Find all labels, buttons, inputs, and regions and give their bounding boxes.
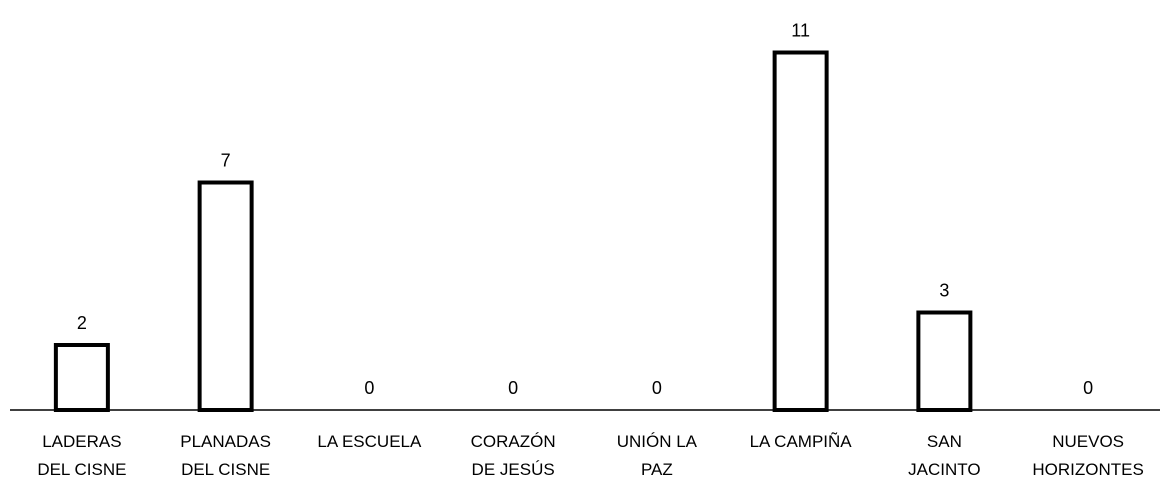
value-label: 0	[1083, 378, 1093, 398]
value-label: 0	[508, 378, 518, 398]
value-label: 0	[652, 378, 662, 398]
x-tick-label: NUEVOS HORIZONTES	[1032, 432, 1144, 479]
value-label: 7	[221, 151, 231, 171]
x-tick-label: SAN JACINTO	[908, 432, 981, 479]
bar	[53, 343, 110, 412]
x-tick-label: LADERAS DEL CISNE	[37, 432, 127, 479]
x-tick-label: UNIÓN LA PAZ	[616, 432, 698, 479]
value-label: 0	[364, 378, 374, 398]
value-label: 11	[791, 21, 810, 41]
value-label: 3	[939, 281, 949, 301]
value-label: 2	[77, 313, 87, 333]
x-tick-label: LA CAMPIÑA	[749, 432, 852, 451]
bar	[916, 310, 973, 412]
bar	[197, 180, 254, 412]
x-tick-label: CORAZÓN DE JESÚS	[470, 432, 556, 479]
bar	[772, 50, 829, 412]
x-tick-label: PLANADAS DEL CISNE	[180, 432, 271, 479]
x-tick-label: LA ESCUELA	[317, 432, 422, 451]
